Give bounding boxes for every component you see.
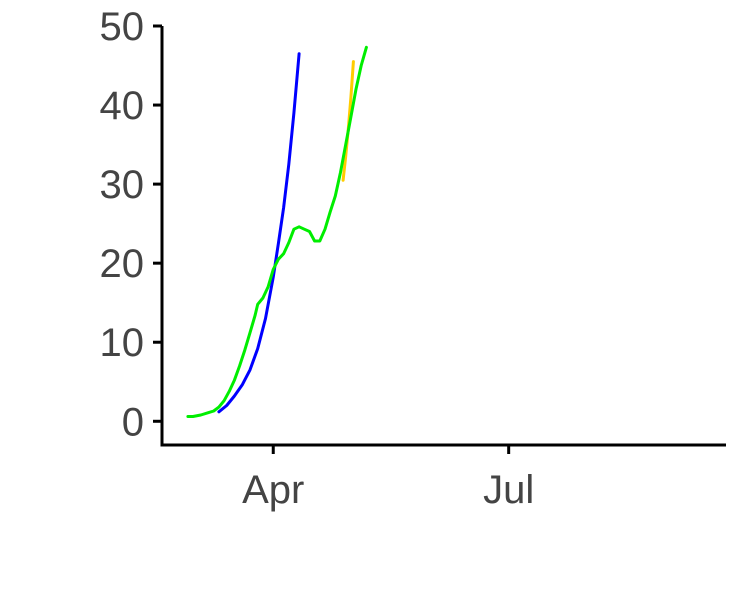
y-tick-label: 20 xyxy=(100,242,145,286)
axis-frame xyxy=(160,26,726,447)
y-tick-label: 10 xyxy=(100,321,145,365)
y-tick-label: 40 xyxy=(100,84,145,128)
x-tick-label: Apr xyxy=(242,468,304,512)
x-axis-ticks: Apr Jul xyxy=(242,445,534,512)
x-tick-label: Jul xyxy=(483,468,534,512)
y-tick-label: 0 xyxy=(122,400,144,444)
y-tick-label: 30 xyxy=(100,163,145,207)
series-layer xyxy=(186,45,368,418)
series-line-2 xyxy=(341,60,355,182)
y-tick-label: 50 xyxy=(100,5,145,49)
series-line-1 xyxy=(217,52,301,414)
series-line-3 xyxy=(186,45,368,418)
y-axis-ticks: 0 10 20 30 40 50 xyxy=(100,5,162,444)
